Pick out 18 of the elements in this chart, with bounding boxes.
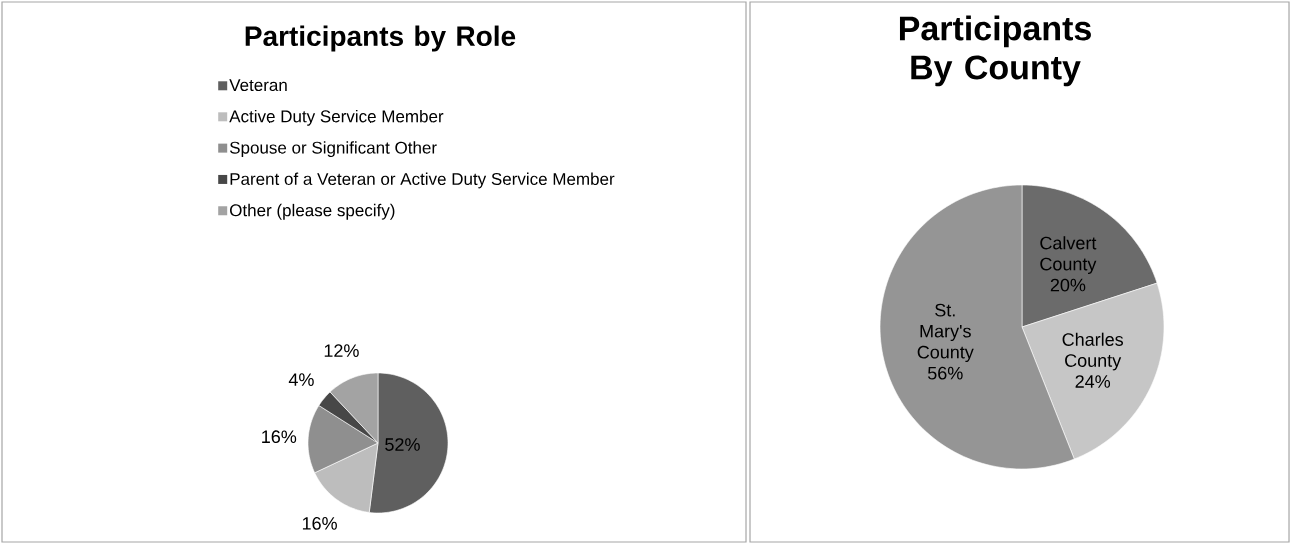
data-label: 16%: [262, 430, 297, 444]
data-label: 24%: [1075, 375, 1111, 388]
data-label: 4%: [288, 373, 314, 386]
legend-label: Active Duty Service Member: [229, 109, 444, 126]
data-label: 16%: [302, 517, 337, 530]
slice-label: Charles County: [1062, 332, 1124, 371]
legend-label: Other (please specify): [230, 203, 395, 220]
legend-label: Spouse or Significant Other: [229, 141, 437, 158]
legend-label: Parent of a Veteran or Active Duty Service Member: [230, 172, 615, 189]
chart-title: Participants By County: [899, 15, 1091, 87]
slice-label: St. Mary's County: [917, 303, 974, 363]
chart-title: Participants by Role: [245, 25, 516, 52]
legend-label: Veteran: [229, 79, 287, 92]
data-label: 20%: [1050, 278, 1086, 292]
slice-label: Calvert County: [1040, 236, 1097, 274]
data-label: 56%: [927, 366, 963, 380]
data-label: 12%: [324, 344, 359, 357]
data-label: 52%: [385, 438, 420, 451]
